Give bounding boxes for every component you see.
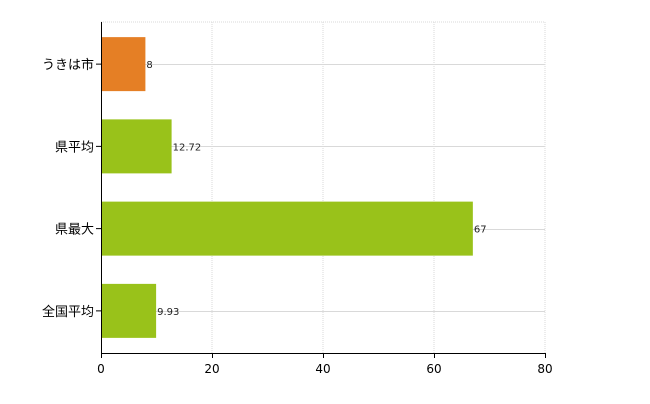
bar	[101, 37, 146, 92]
y-tick-label: 県平均	[55, 140, 94, 155]
y-tick-label: うきは市	[42, 57, 94, 73]
bars	[101, 37, 473, 338]
data-label: 8	[146, 60, 152, 71]
data-label: 67	[474, 225, 487, 236]
data-label: 12.72	[173, 142, 202, 153]
bar	[101, 201, 473, 256]
data-label: 9.93	[157, 307, 179, 318]
x-tick-label: 40	[315, 362, 330, 376]
axes	[96, 22, 546, 358]
x-tick-label: 20	[204, 362, 219, 376]
labels: 8 うきは市 12.72 県平均 67 県最大 9.93 全国平均 0 20 40 60 80	[42, 57, 553, 376]
bar	[101, 119, 172, 174]
x-tick-label: 0	[97, 362, 105, 376]
y-tick-label: 県最大	[55, 223, 94, 238]
x-tick-label: 80	[537, 362, 552, 376]
grid-lines	[101, 21, 546, 353]
bar	[101, 283, 157, 338]
x-tick-label: 60	[426, 362, 441, 376]
y-tick-label: 全国平均	[42, 304, 94, 320]
